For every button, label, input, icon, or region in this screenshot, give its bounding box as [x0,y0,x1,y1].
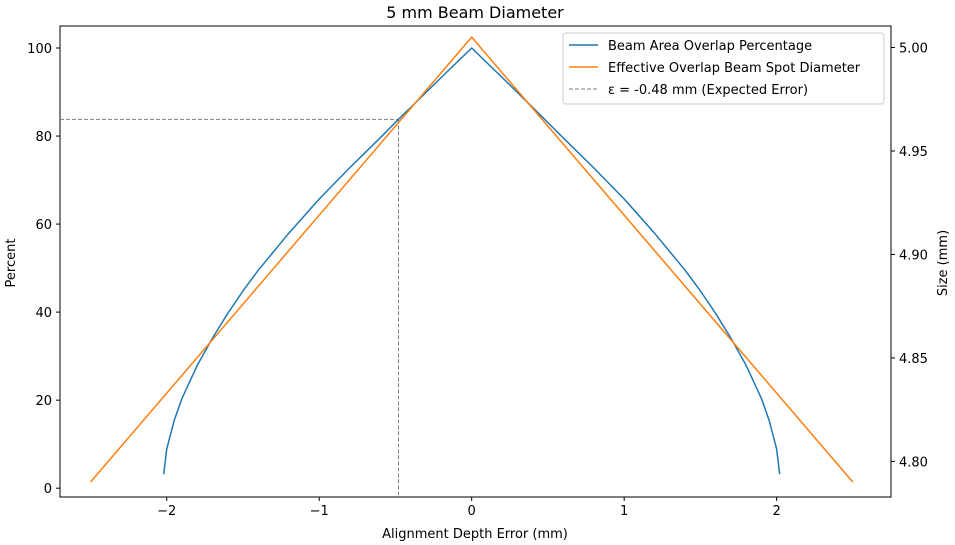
x-tick-label: 0 [468,504,476,519]
y-tick-label: 40 [35,306,52,321]
x-axis-label: Alignment Depth Error (mm) [382,527,568,542]
y2-tick-label: 4.80 [899,455,928,470]
y-tick-label: 80 [35,130,52,145]
x-tick-label: −2 [157,504,176,519]
chart-title: 5 mm Beam Diameter [386,3,564,22]
y2-tick-label: 4.85 [899,352,928,367]
legend-box [562,32,885,105]
y-axis-label: Percent [4,239,19,288]
y-tick-label: 20 [35,394,52,409]
legend-label-expected-error: ε = -0.48 mm (Expected Error) [608,83,808,98]
y-tick-label: 100 [27,42,52,57]
series-line-spot-diameter [89,36,854,483]
y2-tick-label: 4.95 [899,145,928,160]
plot-frame [59,25,892,498]
x-tick-label: −1 [310,504,329,519]
x-tick-label: 1 [620,504,628,519]
x-tick-label: 2 [773,504,781,519]
y2-axis-label: Size (mm) [936,230,951,296]
y-tick-label: 60 [35,218,52,233]
y-tick-label: 0 [44,482,52,497]
series-line-overlap-percentage [162,47,781,475]
legend-label-spot-diameter: Effective Overlap Beam Spot Diameter [608,61,861,76]
y2-tick-label: 4.90 [899,248,928,263]
legend-label-overlap-percentage: Beam Area Overlap Percentage [608,39,812,54]
y2-tick-label: 5.00 [899,42,928,57]
legend: Beam Area Overlap Percentage Effective O… [562,32,885,105]
